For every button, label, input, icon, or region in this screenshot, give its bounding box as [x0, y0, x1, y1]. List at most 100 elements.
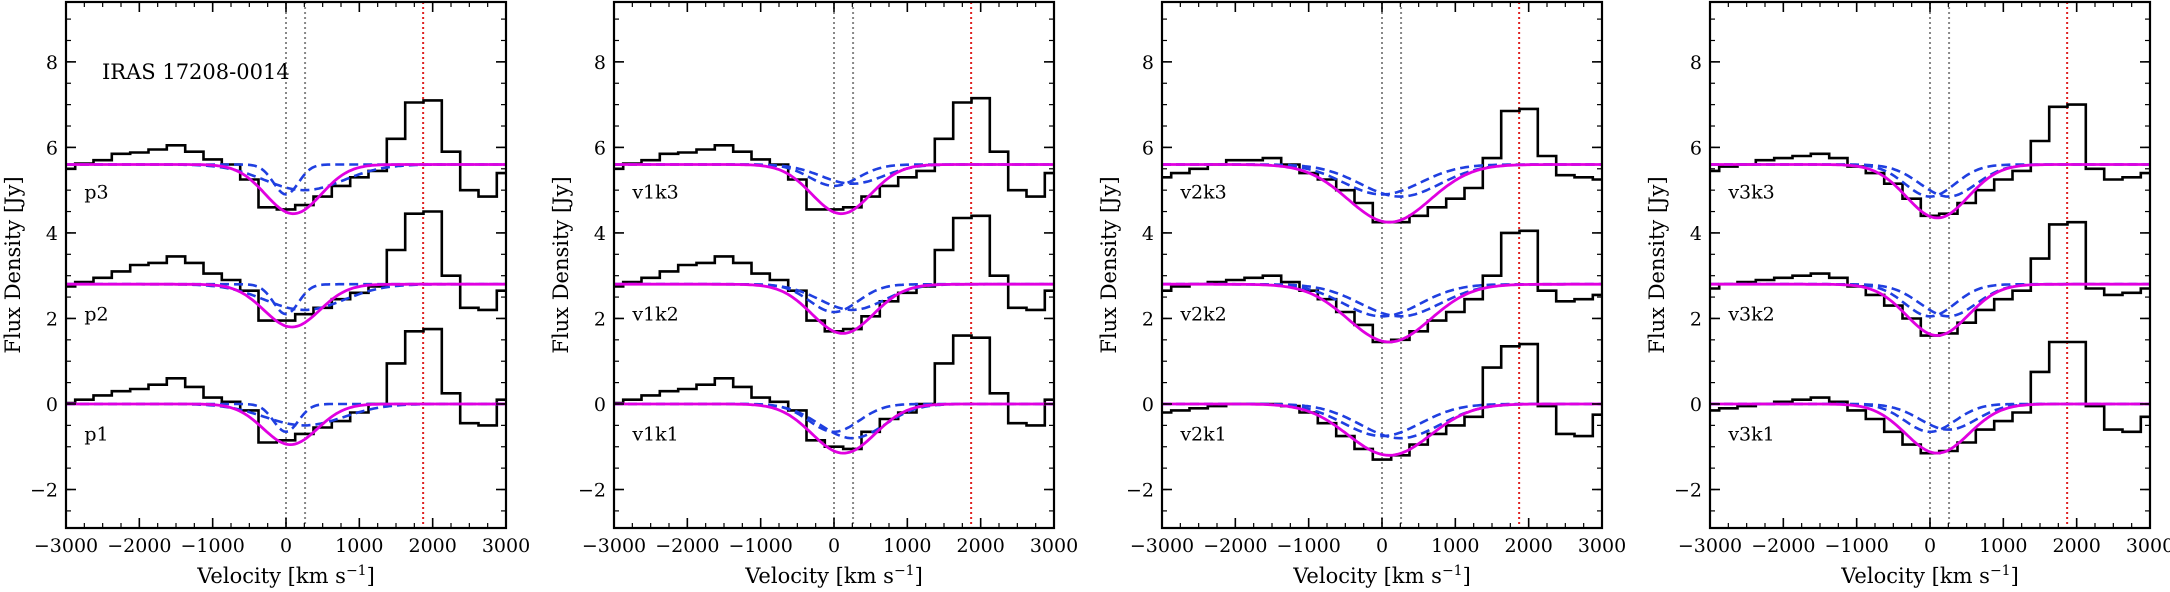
y-tick-label: −2	[30, 480, 58, 502]
y-tick-label: −2	[1674, 480, 1702, 502]
y-tick-label: −2	[578, 480, 606, 502]
x-tick-label: −2000	[655, 535, 719, 557]
total-fit-v2k2	[1162, 282, 1602, 344]
y-axis-label: Flux Density [Jy]	[1, 176, 25, 353]
total-fit-v2k1	[1162, 402, 1602, 457]
component-fit-v2k3-2	[1162, 163, 1602, 198]
total-fit-p1	[66, 402, 506, 447]
y-tick-label: 4	[594, 223, 606, 245]
x-axis-label: Velocity [km s−1]	[744, 563, 923, 588]
series-label: p2	[84, 304, 108, 326]
x-tick-label: 1000	[883, 535, 931, 557]
x-tick-label: 1000	[1979, 535, 2027, 557]
y-tick-label: 2	[1690, 308, 1702, 330]
panel-4: v3k3 v3k2 v3k1 −3000 −2000 −1000 0 1000 2000 3000…	[1645, 0, 2170, 588]
total-fit-v1k2	[614, 282, 1054, 335]
plot-area	[66, 2, 506, 528]
x-tick-label: −3000	[1678, 535, 1742, 557]
x-tick-label: 3000	[1578, 535, 1626, 557]
x-tick-label: −1000	[729, 535, 793, 557]
y-tick-label: 8	[594, 52, 606, 74]
y-tick-label: 0	[1142, 394, 1154, 416]
y-tick-label: 6	[594, 137, 606, 159]
component-fit-v3k2-2	[1710, 282, 2150, 318]
y-tick-label: 8	[1142, 52, 1154, 74]
y-axis-label: Flux Density [Jy]	[549, 176, 573, 353]
y-tick-label: −2	[1126, 480, 1154, 502]
x-tick-label: 0	[1924, 535, 1936, 557]
observed-spectrum-v3k1	[1710, 340, 2150, 455]
y-tick-label: 0	[1690, 394, 1702, 416]
series-label: v3k2	[1727, 304, 1774, 326]
x-tick-label: 2000	[408, 535, 456, 557]
y-tick-label: 2	[46, 308, 58, 330]
plot-area	[1162, 2, 1602, 528]
observed-spectrum-v1k1	[614, 334, 1054, 451]
x-tick-label: 3000	[2126, 535, 2170, 557]
panel-3: v2k3 v2k2 v2k1 −3000 −2000 −1000 0 1000 2000 3000…	[1097, 0, 1626, 588]
x-tick-label: −3000	[34, 535, 98, 557]
x-tick-label: −3000	[1130, 535, 1194, 557]
total-fit-v2k3	[1162, 163, 1602, 224]
series-label: v2k1	[1179, 423, 1226, 445]
x-tick-label: 1000	[1431, 535, 1479, 557]
x-tick-label: −2000	[1203, 535, 1267, 557]
total-fit-p2	[66, 282, 506, 329]
plot-frame	[1708, 0, 2152, 530]
series-label: v1k1	[631, 423, 678, 445]
total-fit-v3k1	[1710, 402, 2150, 455]
plot-area	[614, 2, 1054, 528]
series-label: v2k3	[1179, 182, 1226, 204]
y-tick-label: 0	[46, 394, 58, 416]
total-fit-v1k3	[614, 163, 1054, 216]
series-label: v3k1	[1727, 423, 1774, 445]
y-tick-label: 8	[46, 52, 58, 74]
x-tick-label: 0	[828, 535, 840, 557]
panel-2: v1k3 v1k2 v1k1 −3000 −2000 −1000 0 1000 2000 3000…	[549, 0, 1078, 588]
series-label: p3	[84, 182, 108, 204]
component-fit-v1k1-2	[614, 402, 1054, 440]
x-tick-label: −2000	[1751, 535, 1815, 557]
y-axis-label: Flux Density [Jy]	[1645, 176, 1669, 353]
x-tick-label: 0	[280, 535, 292, 557]
plot-frame	[1160, 0, 1604, 530]
x-tick-label: −1000	[1277, 535, 1341, 557]
x-tick-label: 2000	[956, 535, 1004, 557]
x-tick-label: 2000	[2052, 535, 2100, 557]
x-axis-label: Velocity [km s−1]	[1292, 563, 1471, 588]
total-fit-v3k3	[1710, 163, 2150, 220]
chart-title: IRAS 17208-0014	[102, 60, 290, 84]
component-fit-v2k2-1	[1162, 282, 1602, 318]
x-tick-label: 3000	[482, 535, 530, 557]
x-tick-label: −3000	[582, 535, 646, 557]
x-tick-label: 3000	[1030, 535, 1078, 557]
observed-spectrum-p2	[66, 210, 506, 322]
y-tick-label: 2	[1142, 308, 1154, 330]
y-tick-label: 4	[1690, 223, 1702, 245]
y-tick-label: 0	[594, 394, 606, 416]
x-tick-label: −1000	[181, 535, 245, 557]
total-fit-v3k2	[1710, 282, 2150, 337]
series-label: v1k3	[631, 182, 678, 204]
component-fit-v3k3-2	[1710, 163, 2150, 198]
x-tick-label: −1000	[1825, 535, 1889, 557]
y-tick-label: 6	[46, 137, 58, 159]
series-label: p1	[84, 423, 108, 445]
component-fit-v2k2-2	[1162, 282, 1602, 318]
plot-area	[1710, 2, 2150, 528]
series-label: v3k3	[1727, 182, 1774, 204]
x-tick-label: −2000	[107, 535, 171, 557]
x-tick-label: 1000	[335, 535, 383, 557]
y-tick-label: 4	[1142, 223, 1154, 245]
y-tick-label: 8	[1690, 52, 1702, 74]
y-tick-label: 6	[1690, 137, 1702, 159]
x-axis-label: Velocity [km s−1]	[1840, 563, 2019, 588]
y-tick-label: 2	[594, 308, 606, 330]
series-label: v2k2	[1179, 304, 1226, 326]
observed-spectrum-v3k2	[1710, 220, 2150, 337]
observed-spectrum-p1	[66, 327, 506, 444]
panel-1: p3 p2 p1 −3000 −2000 −1000 0 1000 2000 3000 −2 0 2 4 6…	[1, 0, 530, 588]
x-axis-label: Velocity [km s−1]	[196, 563, 375, 588]
x-tick-label: 2000	[1504, 535, 1552, 557]
